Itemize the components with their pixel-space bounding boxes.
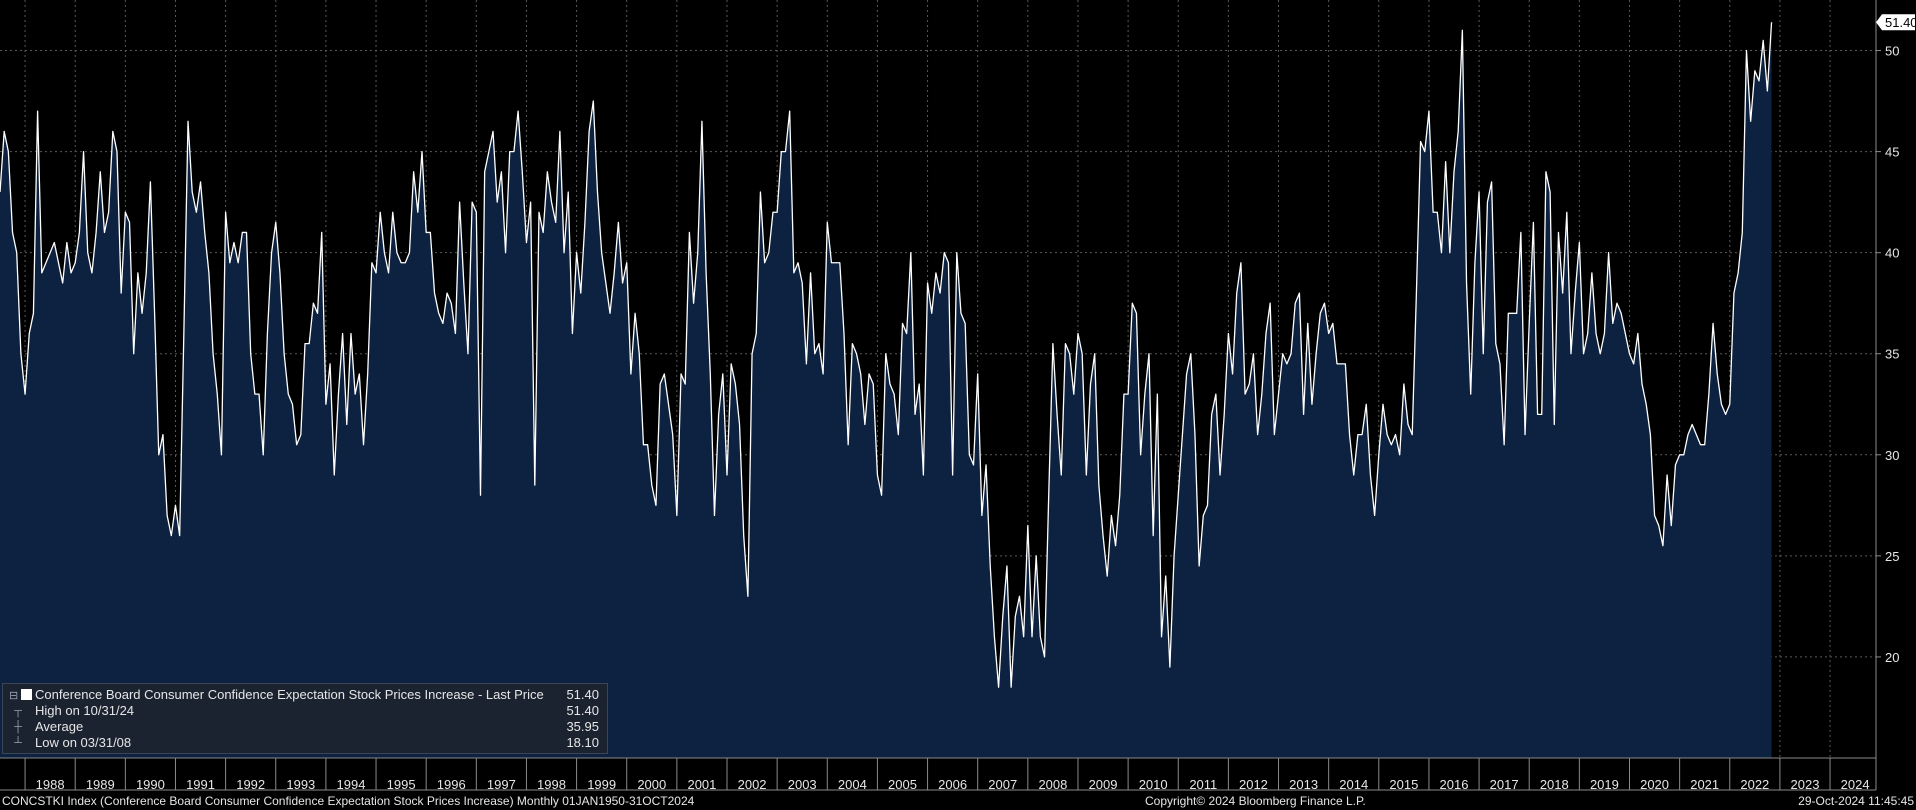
legend-high-label: High on 10/31/24: [35, 703, 135, 718]
x-tick-label: 2014: [1339, 777, 1368, 792]
x-tick-label: 1993: [286, 777, 315, 792]
collapse-icon[interactable]: ⊟: [9, 690, 19, 702]
x-tick-label: 2019: [1590, 777, 1619, 792]
x-tick-label: 1998: [537, 777, 566, 792]
x-tick-label: 2006: [938, 777, 967, 792]
high-marker-icon: ┬: [14, 705, 22, 717]
x-tick-label: 2007: [988, 777, 1017, 792]
x-tick-label: 2013: [1289, 777, 1318, 792]
footer-copyright: Copyright© 2024 Bloomberg Finance L.P.: [1145, 794, 1366, 808]
x-tick-label: 1999: [587, 777, 616, 792]
x-tick-label: 2015: [1389, 777, 1418, 792]
x-tick-label: 1990: [136, 777, 165, 792]
chart-legend: ⊟ Conference Board Consumer Confidence E…: [2, 683, 608, 754]
x-tick-label: 2001: [687, 777, 716, 792]
legend-low-label: Low on 03/31/08: [35, 735, 132, 750]
x-tick-label: 2021: [1690, 777, 1719, 792]
x-tick-label: 2023: [1791, 777, 1820, 792]
x-tick-label: 1988: [36, 777, 65, 792]
x-tick-label: 2008: [1038, 777, 1067, 792]
footer-security-description: CONCSTKI Index (Conference Board Consume…: [2, 794, 695, 808]
x-tick-label: 1994: [337, 777, 366, 792]
x-tick-label: 1989: [86, 777, 115, 792]
x-tick-label: 1997: [487, 777, 516, 792]
y-tick-label: 35: [1885, 347, 1899, 362]
legend-high-value: 51.40: [566, 703, 599, 718]
y-tick-label: 50: [1885, 44, 1899, 59]
legend-series-row: ⊟ Conference Board Consumer Confidence E…: [3, 687, 607, 703]
legend-last-price: 51.40: [566, 687, 599, 702]
x-tick-label: 2017: [1490, 777, 1519, 792]
legend-low-value: 18.10: [566, 735, 599, 750]
x-tick-label: 2009: [1089, 777, 1118, 792]
x-tick-label: 2011: [1189, 777, 1217, 792]
x-tick-label: 2018: [1540, 777, 1569, 792]
legend-average-row: ┼ Average 35.95: [3, 719, 607, 735]
legend-average-value: 35.95: [566, 719, 599, 734]
x-tick-label: 2004: [838, 777, 867, 792]
x-tick-label: 2010: [1139, 777, 1168, 792]
x-tick-label: 2016: [1440, 777, 1469, 792]
x-tick-label: 1996: [437, 777, 466, 792]
series-area-fill: [0, 22, 1772, 759]
x-tick-label: 2012: [1239, 777, 1268, 792]
x-tick-label: 2020: [1640, 777, 1669, 792]
x-tick-label: 2000: [637, 777, 666, 792]
y-tick-label: 45: [1885, 145, 1899, 160]
legend-average-label: Average: [35, 719, 84, 734]
x-tick-label: 2024: [1841, 777, 1870, 792]
legend-high-row: ┬ High on 10/31/24 51.40: [3, 703, 607, 719]
low-marker-icon: ┴: [14, 737, 22, 749]
x-tick-label: 1991: [186, 777, 215, 792]
x-tick-label: 2003: [788, 777, 817, 792]
x-tick-label: 1992: [236, 777, 265, 792]
x-tick-label: 2005: [888, 777, 917, 792]
y-tick-label: 30: [1885, 448, 1899, 463]
y-tick-label: 25: [1885, 549, 1899, 564]
legend-series-name: Conference Board Consumer Confidence Exp…: [35, 687, 544, 702]
x-tick-label: 2022: [1740, 777, 1769, 792]
y-tick-label: 40: [1885, 246, 1899, 261]
average-marker-icon: ┼: [14, 721, 22, 733]
series-swatch: [21, 689, 32, 700]
x-tick-label: 2002: [738, 777, 767, 792]
x-tick-label: 1995: [387, 777, 416, 792]
last-price-tag: 51.40: [1876, 14, 1916, 31]
legend-low-row: ┴ Low on 03/31/08 18.10: [3, 735, 607, 751]
y-tick-label: 20: [1885, 650, 1899, 665]
last-price-tag-shape: [1876, 14, 1915, 31]
footer-timestamp: 29-Oct-2024 11:45:45: [1798, 794, 1914, 808]
last-price-tag-label: 51.40: [1885, 15, 1916, 30]
series-line: [0, 22, 1773, 688]
